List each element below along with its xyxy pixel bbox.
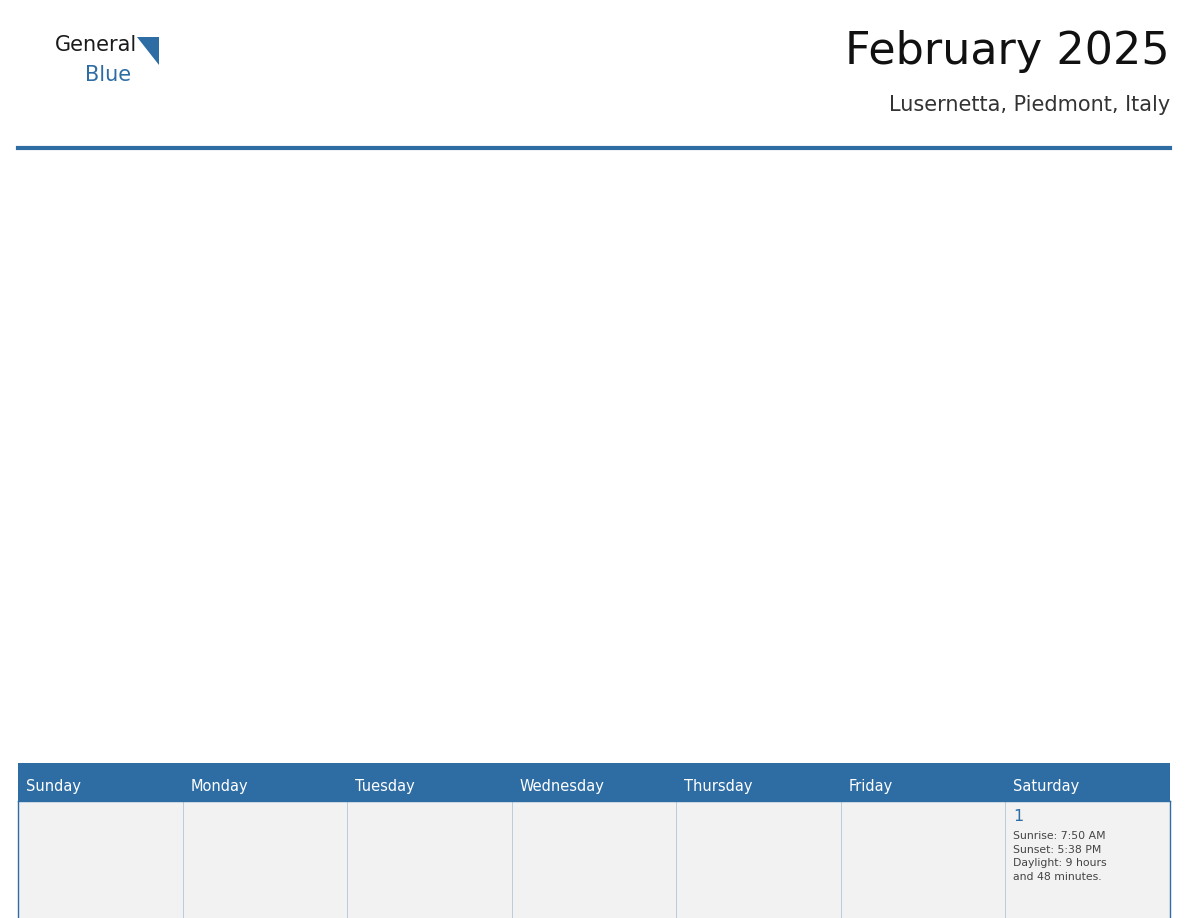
Bar [18, 801, 183, 918]
Text: Monday: Monday [190, 779, 248, 794]
Bar [183, 801, 347, 918]
Text: Saturday: Saturday [1013, 779, 1080, 794]
Text: Lusernetta, Piedmont, Italy: Lusernetta, Piedmont, Italy [889, 95, 1170, 115]
Text: Thursday: Thursday [684, 779, 753, 794]
Text: Tuesday: Tuesday [355, 779, 415, 794]
Text: General: General [55, 35, 138, 55]
Text: February 2025: February 2025 [846, 30, 1170, 73]
Text: Friday: Friday [849, 779, 893, 794]
Text: Sunday: Sunday [26, 779, 81, 794]
Text: Blue: Blue [86, 65, 131, 85]
Bar [512, 801, 676, 918]
Bar [676, 801, 841, 918]
Bar [841, 801, 1005, 918]
Bar [1005, 801, 1170, 918]
Bar [347, 801, 512, 918]
Text: 1: 1 [1013, 809, 1024, 824]
Polygon shape [137, 37, 159, 65]
Bar [18, 763, 1170, 801]
Text: Wednesday: Wednesday [519, 779, 605, 794]
Text: Sunrise: 7:50 AM
Sunset: 5:38 PM
Daylight: 9 hours
and 48 minutes.: Sunrise: 7:50 AM Sunset: 5:38 PM Dayligh… [1013, 831, 1107, 882]
